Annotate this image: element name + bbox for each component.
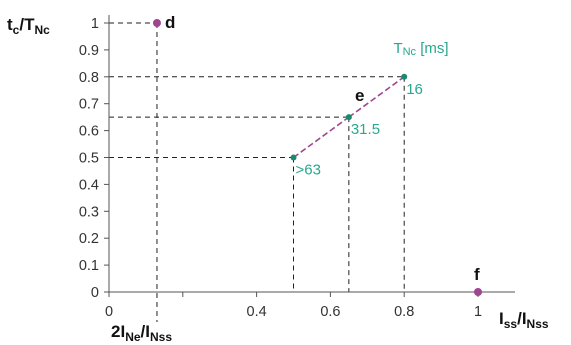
y-tick-label: 0.3 [79,204,99,220]
series-point-label: 16 [406,81,423,98]
y-tick-label: 1 [91,16,99,32]
series-point-label: >63 [296,162,321,179]
point-d [152,19,161,27]
y-tick-label: 0.2 [79,231,99,247]
x-tick-label: 1 [474,304,482,320]
y-tick-label: 0.1 [79,258,99,274]
x-ticks: 0 0.4 0.6 0.8 1 [105,292,482,320]
y-tick-label: 0 [91,285,99,301]
y-tick-label: 0.9 [79,43,99,59]
series-line-label: e [355,86,364,105]
point-f-label: f [474,265,480,284]
x-tick-label: 0.4 [247,304,267,320]
point-d-label: d [165,13,175,32]
x-tick-label: 0.6 [320,304,340,320]
series-point [401,73,408,80]
y-tick-label: 0.8 [79,70,99,86]
y-tick-label: 0.5 [79,151,99,167]
y-tick-label: 0.4 [79,177,99,193]
series-line-segment [293,116,350,159]
series-point [290,154,297,161]
x-axis-title: Iss/INss [499,309,549,331]
x-tick-label: 0.8 [394,304,414,320]
y-axis-title: tc/TNc [7,15,50,37]
series-line-segment [348,76,405,118]
series-header-label: TNc [ms] [393,40,448,58]
x-tick-label: 0 [105,304,113,320]
x-special-tick-label: 2INe/INss [111,322,172,344]
series-point-label: 31.5 [351,121,380,138]
y-tick-label: 0.7 [79,97,99,113]
series-point [345,114,352,121]
y-ticks: 0 0.1 0.2 0.3 0.4 0.5 0.6 0.7 0.8 0.9 1 [79,16,109,301]
axes [108,15,515,293]
data-series: d f >63 31.5 16 [152,13,482,296]
y-tick-label: 0.6 [79,124,99,140]
point-f [474,288,482,296]
guide-lines [109,22,405,322]
